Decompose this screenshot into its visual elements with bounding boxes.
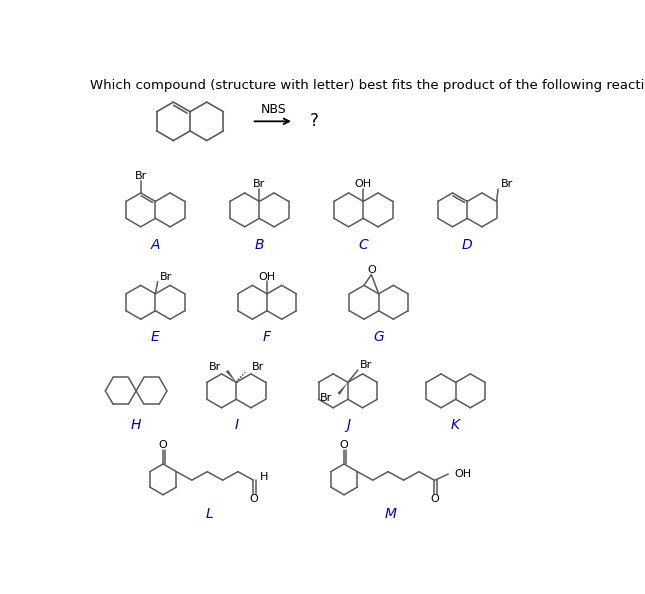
Text: H: H: [131, 419, 141, 432]
Text: NBS: NBS: [261, 103, 286, 116]
Text: C: C: [359, 238, 368, 251]
Text: Br: Br: [501, 179, 513, 189]
Text: J: J: [346, 419, 350, 432]
Text: L: L: [205, 507, 213, 521]
Text: Br: Br: [320, 393, 332, 403]
Text: O: O: [340, 441, 348, 450]
Polygon shape: [226, 370, 236, 383]
Text: ?: ?: [310, 112, 318, 130]
Text: Br: Br: [135, 171, 147, 181]
Text: B: B: [255, 238, 264, 251]
Text: O: O: [250, 494, 259, 504]
Text: Br: Br: [208, 362, 221, 372]
Text: H: H: [261, 472, 269, 482]
Text: A: A: [151, 238, 160, 251]
Text: O: O: [159, 441, 168, 450]
Polygon shape: [337, 383, 348, 395]
Text: OH: OH: [454, 469, 471, 479]
Text: OH: OH: [355, 179, 372, 189]
Text: Br: Br: [359, 361, 372, 371]
Text: Which compound (structure with letter) best fits the product of the following re: Which compound (structure with letter) b…: [90, 79, 645, 92]
Text: D: D: [462, 238, 473, 251]
Text: Br: Br: [160, 272, 172, 282]
Text: M: M: [384, 507, 396, 521]
Text: I: I: [234, 419, 238, 432]
Text: Br: Br: [253, 179, 266, 189]
Text: OH: OH: [259, 272, 275, 282]
Text: O: O: [367, 265, 376, 275]
Text: K: K: [451, 419, 461, 432]
Text: O: O: [431, 494, 439, 504]
Text: Br: Br: [252, 362, 264, 372]
Text: F: F: [263, 330, 271, 344]
Text: E: E: [151, 330, 160, 344]
Text: G: G: [373, 330, 384, 344]
